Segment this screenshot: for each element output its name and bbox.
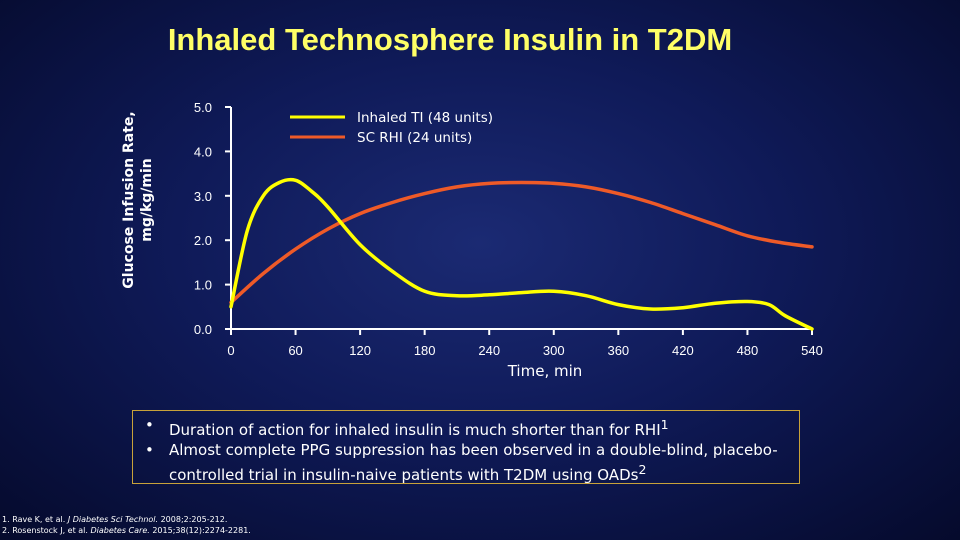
y-tick-label: 3.0 [194,189,212,204]
x-tick-label: 0 [227,343,234,358]
series-line-inhaled-ti [229,177,814,331]
reference-journal: J Diabetes Sci Technol. [67,515,159,524]
series-line-sc-rhi [229,180,814,305]
x-tick-label: 180 [414,343,436,358]
reference-journal: Diabetes Care. [90,526,150,535]
y-axis-label-line1: Glucose Infusion Rate, [121,111,137,289]
reference-item: 2. Rosenstock J, et al. Diabetes Care. 2… [2,525,251,536]
bullet-item: • Duration of action for inhaled insulin… [145,415,791,440]
bullet-text: Almost complete PPG suppression has been… [169,441,778,484]
legend-label: SC RHI (24 units) [357,130,472,146]
x-tick-label: 480 [737,343,759,358]
reference-details: 2015;38(12):2274-2281. [152,526,251,535]
x-tick-label: 60 [288,343,302,358]
reference-authors: Rosenstock J, et al. [12,526,88,535]
reference-number: 1. [2,515,10,524]
bullet-footnote: 1 [660,417,669,432]
bullet-footnote: 2 [638,462,647,477]
y-tick-label: 2.0 [194,233,212,248]
reference-details: 2008;2:205-212. [160,515,228,524]
x-tick-label: 300 [543,343,565,358]
slide-title: Inhaled Technosphere Insulin in T2DM [167,22,733,57]
bullet-text: Duration of action for inhaled insulin i… [169,421,661,439]
chart-axes: 0.0 1.0 2.0 3.0 4.0 5.0 0 60 120 180 240 300 360 420 4… [194,100,823,358]
bullet-item: • Almost complete PPG suppression has be… [145,440,791,485]
legend-label: Inhaled TI (48 units) [357,110,493,126]
y-tick-label: 1.0 [194,278,212,293]
reference-number: 2. [2,526,10,535]
reference-authors: Rave K, et al. [12,515,66,524]
reference-item: 1. Rave K, et al. J Diabetes Sci Technol… [2,514,251,525]
x-tick-label: 540 [801,343,823,358]
y-axis-label-container: Glucose Infusion Rate, mg/kg/min [108,90,168,310]
key-points-box: • Duration of action for inhaled insulin… [132,410,800,484]
y-tick-label: 0.0 [194,322,212,337]
x-tick-label: 120 [349,343,371,358]
x-tick-label: 240 [478,343,500,358]
x-tick-label: 420 [672,343,694,358]
x-axis-label: Time, min [507,362,583,380]
bullet-symbol: • [145,441,154,459]
y-tick-label: 5.0 [194,100,212,115]
glucose-infusion-chart: 0.0 1.0 2.0 3.0 4.0 5.0 0 60 120 180 240 300 360 420 4… [194,100,823,358]
references: 1. Rave K, et al. J Diabetes Sci Technol… [2,514,251,536]
chart-plot-area [229,177,814,331]
y-axis-label: Glucose Infusion Rate, mg/kg/min [120,90,156,310]
chart-legend: Inhaled TI (48 units) SC RHI (24 units) [290,110,493,146]
bullet-symbol: • [145,416,154,434]
y-tick-label: 4.0 [194,144,212,159]
y-axis-label-line2: mg/kg/min [139,158,155,242]
x-tick-label: 360 [607,343,629,358]
